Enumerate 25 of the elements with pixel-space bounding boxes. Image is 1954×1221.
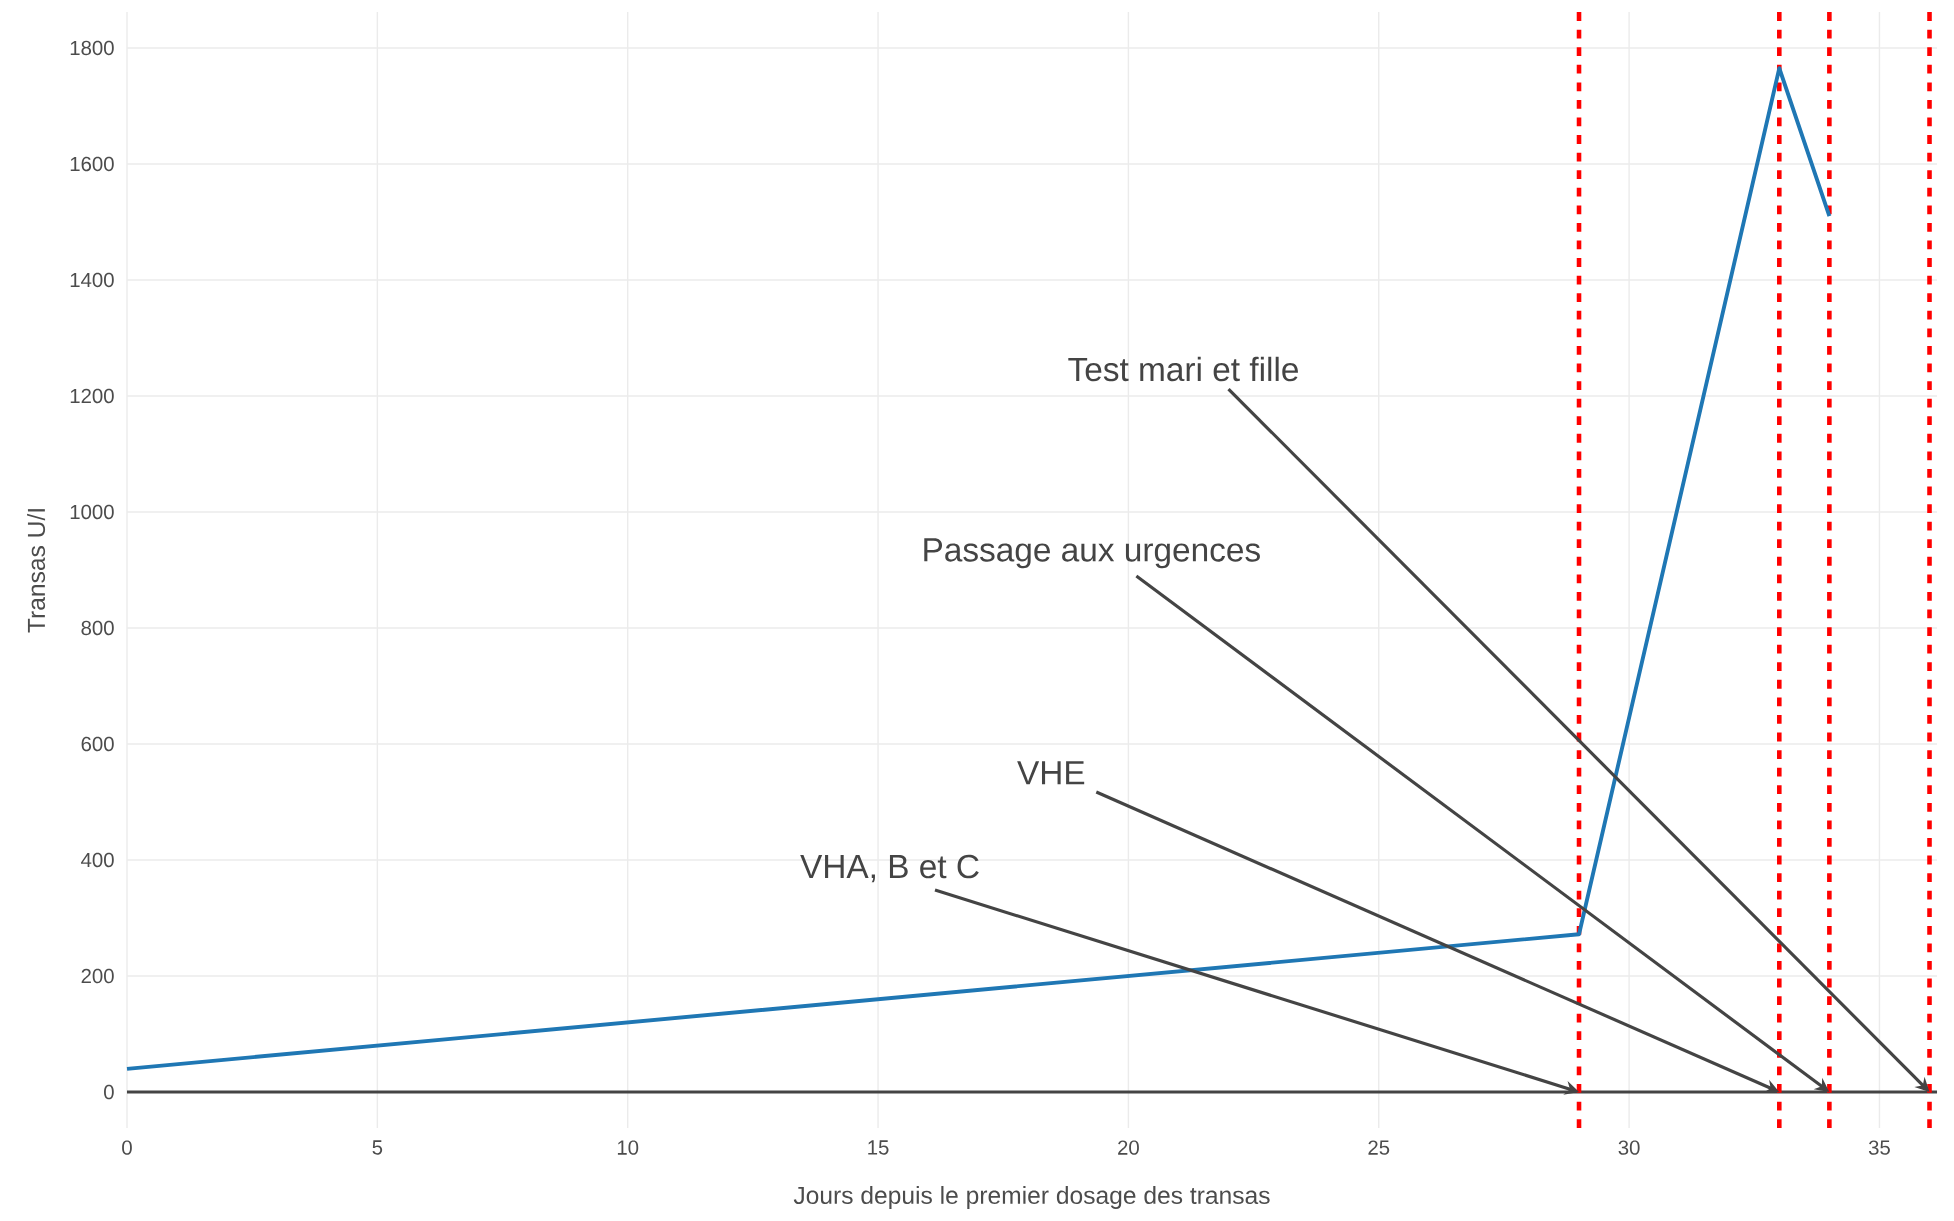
- x-tick-label: 0: [122, 1140, 132, 1156]
- annotation: Passage aux urgences: [924, 538, 1260, 569]
- x-tick-label: 30: [1618, 1140, 1640, 1156]
- annotation: VHA, B et C: [800, 854, 979, 883]
- y-axis-title: Transas U/I: [27, 509, 46, 633]
- y-tick-label: 1400: [70, 272, 114, 288]
- y-tick-label: 800: [81, 620, 114, 636]
- y-tick-label: 400: [81, 852, 114, 868]
- x-tick-label: 15: [868, 1140, 889, 1155]
- y-tick-label: 1600: [70, 156, 114, 172]
- y-tick-label: 600: [81, 736, 114, 752]
- annotation: VHE: [1017, 761, 1085, 785]
- line-series: [125, 66, 1832, 1071]
- y-tick-label: 1800: [70, 40, 114, 56]
- y-tick-label: 200: [81, 968, 114, 984]
- y-tick-label: 0: [104, 1084, 114, 1100]
- x-tick-label: 5: [372, 1140, 383, 1155]
- x-tick-label: 25: [1368, 1140, 1390, 1156]
- x-tick-label: 20: [1118, 1140, 1139, 1156]
- x-tick-label: 10: [617, 1140, 639, 1156]
- annotation: Test mari et fille: [1068, 356, 1298, 382]
- y-tick-label: 1200: [70, 388, 114, 404]
- y-tick-label: 1000: [70, 504, 114, 520]
- x-axis-title: Jours depuis le premier dosage des transas: [793, 1186, 1270, 1210]
- x-tick-label: 35: [1868, 1140, 1890, 1156]
